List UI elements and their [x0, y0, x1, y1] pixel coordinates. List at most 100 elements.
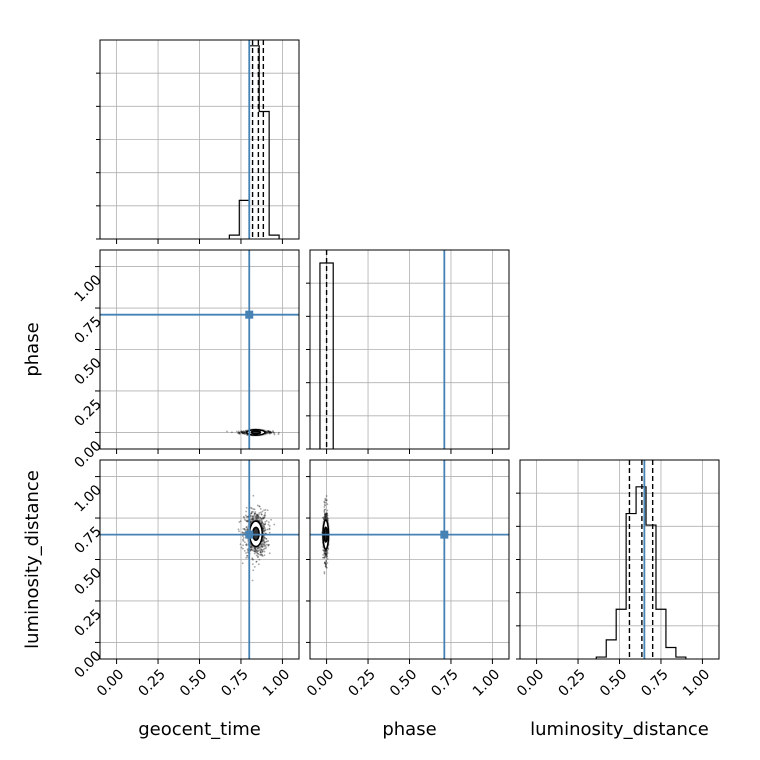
sample-point: [259, 549, 262, 552]
sample-point: [265, 540, 267, 543]
x-tick-label: 0.00: [94, 667, 127, 700]
sample-point: [243, 433, 246, 435]
sample-point: [251, 510, 253, 513]
sample-point: [243, 528, 246, 530]
sample-point: [262, 539, 265, 542]
sample-point: [264, 544, 267, 547]
sample-point: [254, 511, 257, 513]
sample-point: [255, 516, 258, 519]
sample-point: [246, 548, 249, 551]
sample-point: [255, 518, 257, 521]
sample-point: [267, 540, 270, 542]
sample-point: [230, 431, 233, 434]
sample-point: [326, 562, 329, 564]
sample-point: [241, 431, 244, 434]
histogram-luminosity-distance: [595, 486, 687, 659]
sample-point: [238, 530, 240, 532]
sample-point: [258, 558, 261, 561]
sample-point: [273, 433, 276, 436]
sample-point: [323, 511, 326, 514]
x-tick-label: 0.50: [597, 667, 630, 700]
sample-point: [258, 512, 261, 514]
sample-point: [237, 430, 240, 433]
sample-point: [260, 548, 263, 551]
sample-point: [324, 565, 327, 568]
x-tick-label: 0.00: [514, 667, 547, 700]
sample-point: [261, 510, 264, 513]
sample-point: [241, 531, 244, 534]
sample-point: [249, 520, 252, 523]
scatter-panel-geocent-time-luminosity-distance: [99, 459, 300, 660]
sample-point: [323, 562, 326, 565]
sample-point: [261, 555, 264, 557]
x-axis-label-phase: phase: [382, 719, 436, 740]
sample-point: [325, 514, 328, 517]
sample-point: [240, 431, 243, 434]
sample-point: [266, 509, 269, 512]
sample-point: [263, 526, 266, 528]
sample-point: [325, 499, 327, 502]
sample-point: [239, 520, 242, 523]
sample-point: [273, 431, 276, 434]
sample-point: [324, 513, 327, 515]
sample-point: [325, 515, 327, 518]
sample-point: [245, 510, 248, 513]
sample-point: [268, 527, 271, 530]
sample-point: [265, 543, 268, 546]
sample-point: [325, 559, 328, 562]
sample-point: [256, 550, 259, 553]
x-axis-label-geocent-time: geocent_time: [138, 719, 261, 740]
sample-point: [261, 550, 264, 553]
sample-point: [323, 501, 326, 504]
sample-point: [261, 545, 263, 548]
sample-point: [263, 529, 266, 532]
sample-point: [261, 517, 264, 520]
sample-point: [263, 516, 266, 519]
sample-point: [238, 431, 241, 434]
x-tick-label: 0.25: [346, 667, 379, 700]
sample-point: [323, 515, 326, 518]
sample-point: [323, 561, 326, 564]
sample-point: [253, 508, 256, 511]
sample-point: [256, 552, 259, 554]
sample-point: [262, 527, 265, 530]
sample-point: [324, 563, 327, 566]
sample-point: [255, 515, 258, 517]
sample-point: [324, 504, 327, 507]
sample-point: [246, 528, 249, 531]
sample-point: [323, 571, 326, 573]
x-tick-label: 0.50: [177, 667, 210, 700]
sample-point: [324, 515, 327, 518]
sample-point: [251, 515, 254, 518]
sample-point: [245, 519, 247, 522]
sample-point: [260, 522, 263, 525]
x-tick-label: 0.00: [304, 667, 337, 700]
sample-point: [324, 553, 327, 556]
sample-point: [256, 513, 258, 516]
sample-point: [259, 517, 262, 519]
sample-point: [251, 557, 254, 560]
sample-point: [324, 555, 327, 557]
sample-point: [242, 535, 244, 538]
sample-point: [323, 510, 326, 512]
sample-point: [325, 512, 328, 514]
sample-point: [260, 513, 263, 516]
sample-point: [252, 508, 255, 511]
sample-point: [253, 552, 256, 555]
sample-point: [238, 433, 241, 435]
sample-point: [250, 548, 253, 551]
contour-inner: [250, 430, 262, 435]
sample-point: [268, 431, 271, 434]
sample-point: [324, 499, 327, 501]
sample-point: [263, 523, 266, 526]
sample-point: [262, 523, 265, 525]
sample-point: [250, 507, 253, 510]
sample-point: [266, 431, 268, 434]
sample-point: [253, 513, 256, 516]
sample-point: [252, 558, 255, 561]
sample-point: [325, 556, 328, 559]
sample-point: [264, 536, 266, 539]
sample-point: [241, 431, 244, 434]
sample-point: [324, 561, 327, 564]
sample-point: [254, 512, 257, 515]
